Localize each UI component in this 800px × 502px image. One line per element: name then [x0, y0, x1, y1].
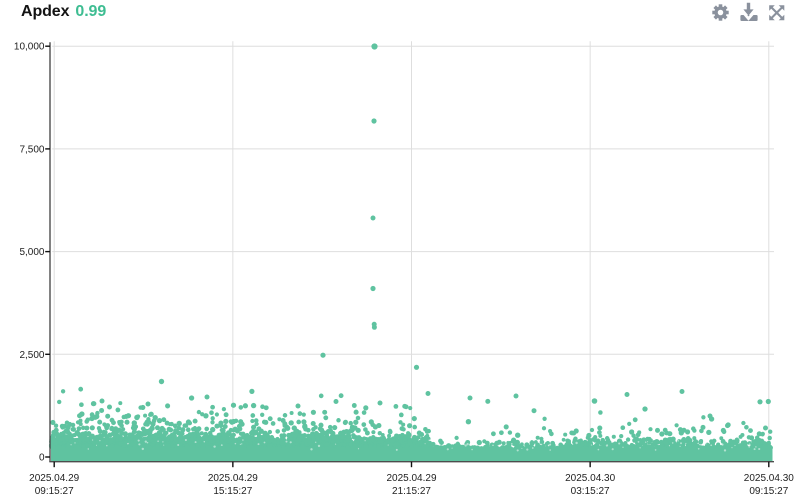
svg-text:09:15:27: 09:15:27 [35, 486, 74, 497]
svg-text:03:15:27: 03:15:27 [571, 486, 610, 497]
svg-text:5,000: 5,000 [19, 247, 44, 258]
svg-text:2025.04.30: 2025.04.30 [565, 473, 615, 484]
svg-text:10,000: 10,000 [14, 42, 45, 53]
svg-text:2025.04.29: 2025.04.29 [29, 473, 79, 484]
svg-text:09:15:27: 09:15:27 [749, 486, 788, 497]
svg-text:15:15:27: 15:15:27 [213, 486, 252, 497]
svg-text:21:15:27: 21:15:27 [392, 486, 431, 497]
svg-text:2,500: 2,500 [19, 350, 44, 361]
svg-text:0: 0 [39, 453, 45, 464]
svg-text:2025.04.30: 2025.04.30 [744, 473, 794, 484]
svg-text:7,500: 7,500 [19, 144, 44, 155]
svg-text:2025.04.29: 2025.04.29 [386, 473, 436, 484]
svg-text:2025.04.29: 2025.04.29 [208, 473, 258, 484]
